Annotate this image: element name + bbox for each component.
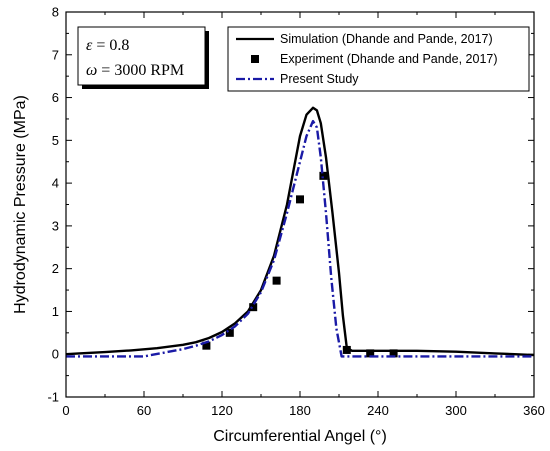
x-tick-label: 300 [445, 403, 467, 418]
y-tick-label: 2 [52, 261, 59, 276]
eccentricity-param: ε = 0.8 [86, 37, 129, 54]
simulation-line [66, 106, 534, 357]
legend-experiment-label: Experiment (Dhande and Pande, 2017) [280, 52, 498, 66]
x-tick-label: 60 [137, 403, 151, 418]
series-layer [66, 106, 534, 358]
parameter-box: ε = 0.8 ω = 3000 RPM [77, 26, 209, 89]
y-tick-label: 1 [52, 304, 59, 319]
x-tick-label: 180 [289, 403, 311, 418]
x-axis-label: Circumferential Angel (°) [213, 428, 387, 445]
legend-present-study-label: Present Study [280, 72, 359, 86]
experiment-point [389, 349, 398, 358]
y-tick-label: 5 [52, 133, 59, 148]
x-tick-label: 0 [62, 403, 69, 418]
experiment-point [342, 345, 351, 354]
y-tick-label: -1 [47, 390, 59, 405]
y-tick-label: 7 [52, 47, 59, 62]
x-tick-label: 360 [523, 403, 545, 418]
experiment-point [249, 303, 258, 312]
y-tick-label: 4 [52, 176, 59, 191]
y-tick-label: 0 [52, 347, 59, 362]
y-tick-label: 6 [52, 90, 59, 105]
experiment-point [202, 341, 211, 350]
legend-experiment-swatch [251, 55, 259, 63]
experiment-point [319, 171, 328, 180]
speed-param: ω = 3000 RPM [86, 62, 184, 79]
experiment-point [272, 276, 281, 285]
legend: Simulation (Dhande and Pande, 2017) Expe… [227, 26, 530, 92]
experiment-point [225, 328, 234, 337]
experiment-point [296, 195, 304, 204]
y-tick-label: 8 [52, 5, 59, 20]
experiment-point [366, 349, 375, 358]
present-study-line [66, 119, 534, 358]
y-tick-label: 3 [52, 218, 59, 233]
x-tick-label: 120 [211, 403, 233, 418]
legend-simulation-label: Simulation (Dhande and Pande, 2017) [280, 32, 493, 46]
y-axis-label: Hydrodynamic Pressure (MPa) [12, 95, 29, 314]
x-tick-label: 240 [367, 403, 389, 418]
